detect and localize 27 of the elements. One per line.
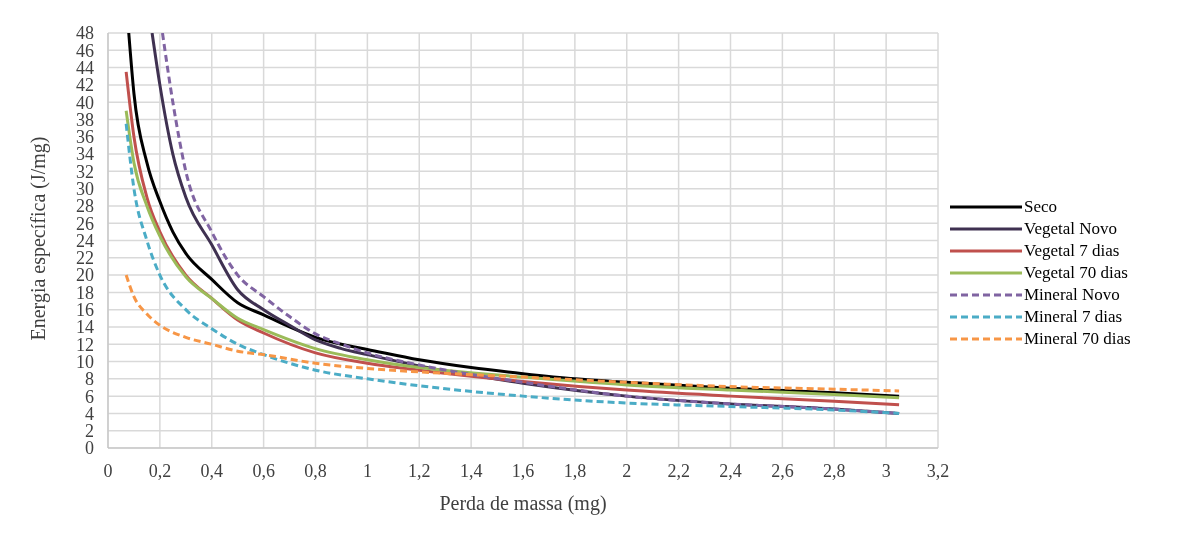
legend-label: Mineral 7 dias	[1024, 307, 1123, 327]
x-tick-label: 0,2	[148, 460, 172, 481]
legend-label: Mineral Novo	[1024, 285, 1120, 305]
x-tick-label: 2,8	[823, 460, 846, 481]
x-tick-label: 2,2	[667, 460, 690, 481]
x-tick-label: 1,6	[511, 460, 535, 481]
legend-label: Seco	[1024, 197, 1058, 217]
x-tick-label: 2,4	[719, 460, 742, 481]
x-tick-label: 1,4	[459, 460, 483, 481]
x-tick-label: 2	[622, 460, 632, 481]
x-tick-label: 1	[362, 460, 372, 481]
line-series	[124, 273, 901, 393]
legend-label: Vegetal 70 dias	[1024, 263, 1128, 283]
x-tick-label: 0,6	[252, 460, 275, 481]
y-axis-title: Energia específica (J/mg)	[27, 136, 51, 341]
x-tick-label: 0,8	[304, 460, 327, 481]
legend-label: Vegetal Novo	[1024, 219, 1118, 239]
x-tick-label: 2,6	[771, 460, 794, 481]
x-axis-title: Perda de massa (mg)	[439, 492, 607, 515]
legend-label: Vegetal 7 dias	[1024, 241, 1120, 261]
x-tick-label: 3,2	[926, 460, 950, 481]
legend-label: Mineral 70 dias	[1024, 329, 1131, 349]
x-tick-label: 0,4	[200, 460, 223, 481]
x-tick-label: 3	[881, 460, 891, 481]
x-tick-label: 1,2	[408, 460, 431, 481]
x-tick-label: 1,8	[563, 460, 587, 481]
x-tick-label: 0	[103, 460, 113, 481]
